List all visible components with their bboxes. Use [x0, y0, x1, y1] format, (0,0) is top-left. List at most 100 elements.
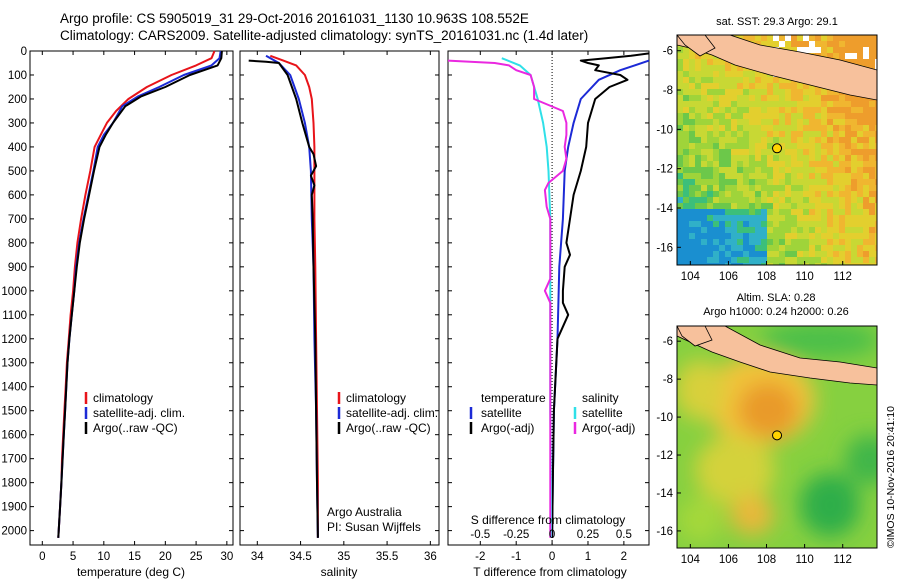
- sst-cell: [749, 101, 756, 108]
- sst-cell: [707, 203, 714, 210]
- sst-cell: [845, 155, 852, 162]
- sst-cell: [833, 95, 840, 102]
- sst-cell: [731, 89, 738, 96]
- sst-cell: [683, 203, 690, 210]
- sst-cell: [857, 125, 864, 132]
- sst-cell: [797, 173, 804, 180]
- map-x-tick-label: 110: [795, 271, 813, 283]
- sst-cell: [773, 125, 780, 132]
- sst-cell: [683, 149, 690, 156]
- sst-cell: [701, 173, 708, 180]
- sst-cell: [731, 137, 738, 144]
- sst-cell: [857, 47, 864, 54]
- sst-cell: [719, 245, 726, 252]
- sst-cell: [785, 143, 792, 150]
- sst-cell: [683, 83, 690, 90]
- sst-cell: [839, 197, 846, 204]
- sst-cell: [779, 155, 786, 162]
- sst-cell: [767, 251, 774, 258]
- sst-cell: [851, 257, 858, 264]
- sst-cell: [875, 263, 877, 265]
- t-difference-label: T difference from climatology: [473, 565, 627, 579]
- sst-cell: [815, 233, 822, 240]
- sst-cell: [857, 59, 864, 66]
- sst-cell: [719, 209, 726, 216]
- sst-cell: [695, 209, 702, 216]
- sst-cell: [863, 101, 870, 108]
- sst-cell: [845, 227, 852, 234]
- sst-cell: [767, 239, 774, 246]
- sst-cell: [815, 209, 822, 216]
- sst-cell: [857, 203, 864, 210]
- sst-cell: [749, 245, 756, 252]
- sst-cell: [875, 221, 877, 228]
- sst-cell: [731, 113, 738, 120]
- sst-cell: [743, 143, 750, 150]
- sst-cell: [773, 95, 780, 102]
- sst-cell: [677, 185, 684, 192]
- sst-cell: [737, 263, 744, 265]
- sst-cell: [767, 227, 774, 234]
- sst-cell: [737, 245, 744, 252]
- sst-cell: [749, 161, 756, 168]
- sst-cell: [827, 155, 834, 162]
- depth-tick-label: 1600: [1, 430, 27, 442]
- sst-cell: [677, 59, 684, 66]
- sst-cell: [737, 107, 744, 114]
- sst-cell: [761, 83, 768, 90]
- sst-cell: [851, 155, 858, 162]
- sst-cell: [839, 113, 846, 120]
- sst-cell: [809, 137, 816, 144]
- sst-cell: [851, 113, 858, 120]
- sst-cell: [821, 263, 828, 265]
- sst-cell: [797, 245, 804, 252]
- sst-cell: [791, 239, 798, 246]
- sst-cell: [695, 65, 702, 72]
- map-x-tick-label: 104: [681, 271, 701, 283]
- sst-cell: [821, 149, 828, 156]
- sst-cell: [677, 233, 684, 240]
- sst-cell: [875, 137, 877, 144]
- sst-cell: [863, 233, 870, 240]
- sst-cell: [773, 209, 780, 216]
- sst-cell: [785, 227, 792, 234]
- sst-cell: [827, 161, 834, 168]
- sst-cell: [785, 209, 792, 216]
- sst-cell: [719, 155, 726, 162]
- sst-cell: [815, 185, 822, 192]
- sst-cell: [713, 137, 720, 144]
- sst-cell: [683, 251, 690, 258]
- sst-cell: [731, 167, 738, 174]
- sst-cell: [707, 251, 714, 258]
- sst-cell: [833, 185, 840, 192]
- sst-cell: [689, 173, 696, 180]
- sst-cell: [857, 221, 864, 228]
- sst-cell: [761, 41, 768, 48]
- sst-cell: [719, 197, 726, 204]
- x-tick-label: 15: [128, 551, 141, 563]
- sst-cell: [833, 35, 840, 42]
- sst-cell: [791, 233, 798, 240]
- sst-cell: [827, 131, 834, 138]
- sst-cell: [683, 143, 690, 150]
- sst-cell: [833, 143, 840, 150]
- sst-cell: [803, 119, 810, 126]
- sst-cell: [719, 113, 726, 120]
- sst-cell: [689, 59, 696, 66]
- sst-cell: [707, 257, 714, 264]
- sst-cell: [875, 41, 877, 48]
- sst-cell: [791, 83, 798, 90]
- sst-cell: [695, 89, 702, 96]
- sst-cell: [875, 257, 877, 264]
- sst-cell: [857, 107, 864, 114]
- sst-cell: [689, 125, 696, 132]
- sst-cell: [851, 47, 858, 54]
- sst-cell: [677, 65, 684, 72]
- sst-cell: [695, 251, 702, 258]
- sst-cell: [875, 35, 877, 42]
- sst-cell: [815, 137, 822, 144]
- sst-cell: [749, 125, 756, 132]
- sst-cell: [821, 185, 828, 192]
- sst-cell: [845, 53, 852, 60]
